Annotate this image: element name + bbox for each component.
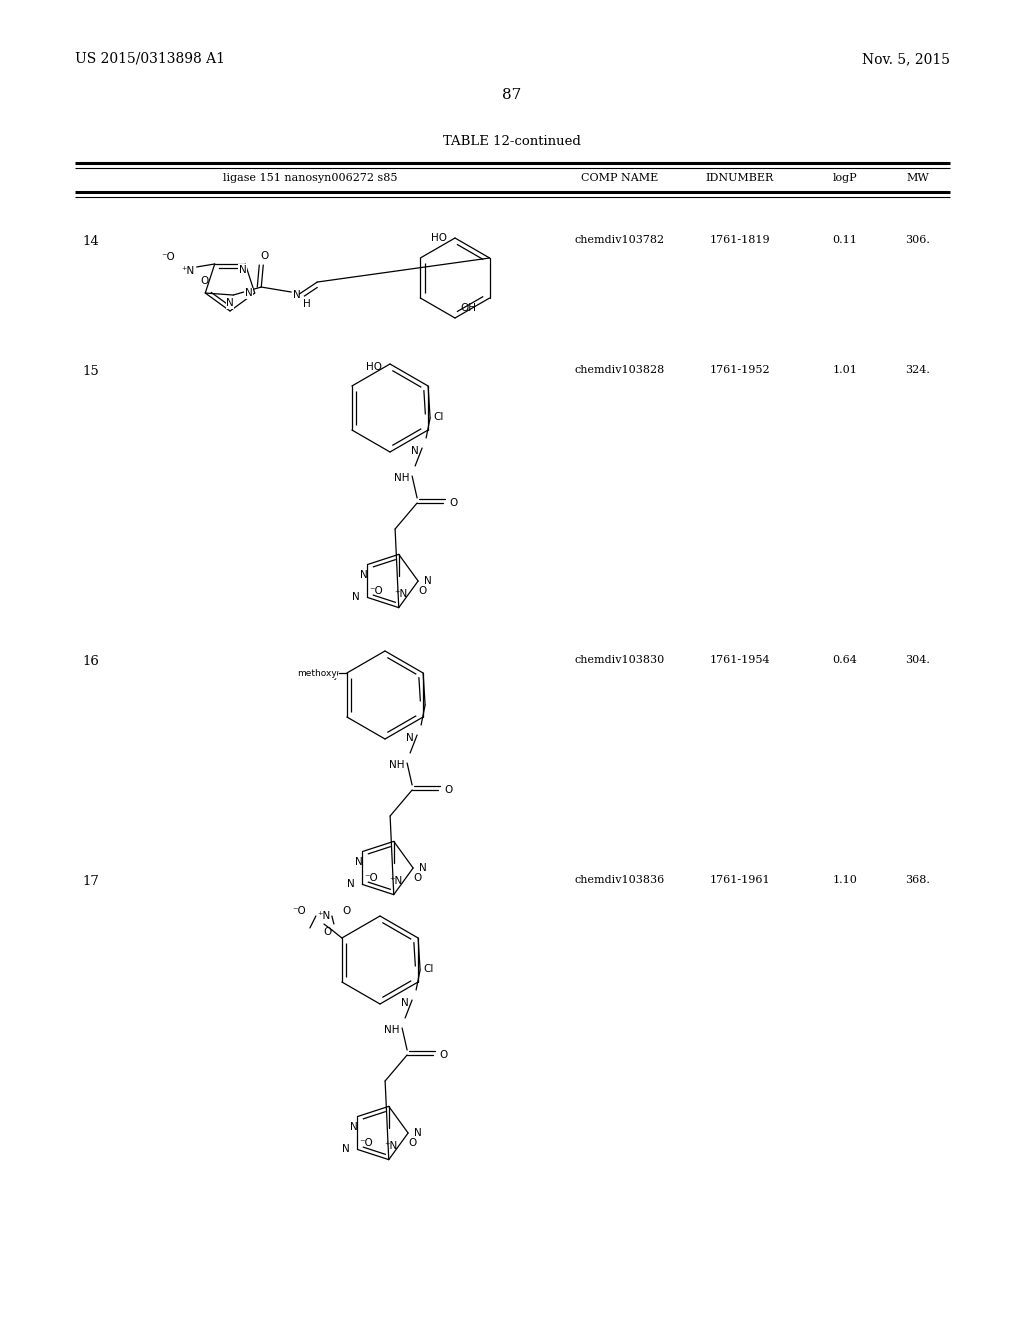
Text: N: N xyxy=(414,1129,422,1138)
Text: N: N xyxy=(350,1122,357,1131)
Text: methoxy: methoxy xyxy=(297,668,337,677)
Text: ⁺N: ⁺N xyxy=(389,876,402,886)
Text: O: O xyxy=(201,276,209,286)
Text: 324.: 324. xyxy=(905,366,931,375)
Text: chemdiv103836: chemdiv103836 xyxy=(574,875,666,884)
Text: chemdiv103830: chemdiv103830 xyxy=(574,655,666,665)
Text: ⁺N: ⁺N xyxy=(394,589,408,599)
Text: ⁻O: ⁻O xyxy=(292,906,306,916)
Text: O: O xyxy=(414,874,422,883)
Text: N: N xyxy=(351,593,359,602)
Text: 1761-1819: 1761-1819 xyxy=(710,235,770,246)
Text: ⁺N: ⁺N xyxy=(317,911,331,921)
Text: 0.64: 0.64 xyxy=(833,655,857,665)
Text: O: O xyxy=(450,498,458,508)
Text: N: N xyxy=(354,857,362,866)
Text: Cl: Cl xyxy=(433,412,443,422)
Text: 15: 15 xyxy=(82,366,98,378)
Text: N: N xyxy=(347,879,354,890)
Text: O: O xyxy=(260,251,268,261)
Text: OH: OH xyxy=(460,304,476,313)
Text: 368.: 368. xyxy=(905,875,931,884)
Text: N: N xyxy=(412,446,419,455)
Text: H: H xyxy=(303,300,311,309)
Text: 0.11: 0.11 xyxy=(833,235,857,246)
Text: NH: NH xyxy=(393,473,410,483)
Text: N: N xyxy=(226,298,233,308)
Text: chemdiv103782: chemdiv103782 xyxy=(574,235,665,246)
Text: 1.01: 1.01 xyxy=(833,366,857,375)
Text: 1761-1954: 1761-1954 xyxy=(710,655,770,665)
Text: O: O xyxy=(342,906,350,916)
Text: 1761-1952: 1761-1952 xyxy=(710,366,770,375)
Text: HO: HO xyxy=(366,362,382,372)
Text: US 2015/0313898 A1: US 2015/0313898 A1 xyxy=(75,51,225,66)
Text: NH: NH xyxy=(388,760,404,770)
Text: Nov. 5, 2015: Nov. 5, 2015 xyxy=(862,51,950,66)
Text: 1.10: 1.10 xyxy=(833,875,857,884)
Text: HO: HO xyxy=(431,234,447,243)
Text: O: O xyxy=(409,1138,417,1148)
Text: Cl: Cl xyxy=(423,964,433,974)
Text: N: N xyxy=(359,569,368,579)
Text: N: N xyxy=(239,265,247,275)
Text: 306.: 306. xyxy=(905,235,931,246)
Text: ⁻O: ⁻O xyxy=(369,586,383,597)
Text: NH: NH xyxy=(384,1026,399,1035)
Text: ⁺N: ⁺N xyxy=(181,265,195,276)
Text: 87: 87 xyxy=(503,88,521,102)
Text: 14: 14 xyxy=(82,235,98,248)
Text: N: N xyxy=(424,576,432,586)
Text: O: O xyxy=(324,927,332,937)
Text: COMP NAME: COMP NAME xyxy=(582,173,658,183)
Text: IDNUMBER: IDNUMBER xyxy=(706,173,774,183)
Text: 1761-1961: 1761-1961 xyxy=(710,875,770,884)
Text: methoxy: methoxy xyxy=(299,671,339,680)
Text: methoxy: methoxy xyxy=(302,668,339,677)
Text: N: N xyxy=(419,863,427,873)
Text: 304.: 304. xyxy=(905,655,931,665)
Text: chemdiv103828: chemdiv103828 xyxy=(574,366,666,375)
Text: O: O xyxy=(419,586,427,597)
Text: N: N xyxy=(293,290,301,300)
Text: 17: 17 xyxy=(82,875,99,888)
Text: O: O xyxy=(439,1049,447,1060)
Text: logP: logP xyxy=(833,173,857,183)
Text: ⁺N: ⁺N xyxy=(384,1142,397,1151)
Text: MW: MW xyxy=(906,173,930,183)
Text: N: N xyxy=(401,998,410,1008)
Text: N: N xyxy=(407,733,414,743)
Text: TABLE 12-continued: TABLE 12-continued xyxy=(443,135,581,148)
Text: ⁻O: ⁻O xyxy=(359,1138,373,1148)
Text: ⁻O: ⁻O xyxy=(161,252,175,261)
Text: N: N xyxy=(245,288,253,298)
Text: 16: 16 xyxy=(82,655,99,668)
Text: ligase 151 nanosyn006272 s85: ligase 151 nanosyn006272 s85 xyxy=(223,173,397,183)
Text: N: N xyxy=(342,1144,349,1155)
Text: O: O xyxy=(444,785,453,795)
Text: ⁻O: ⁻O xyxy=(364,874,378,883)
